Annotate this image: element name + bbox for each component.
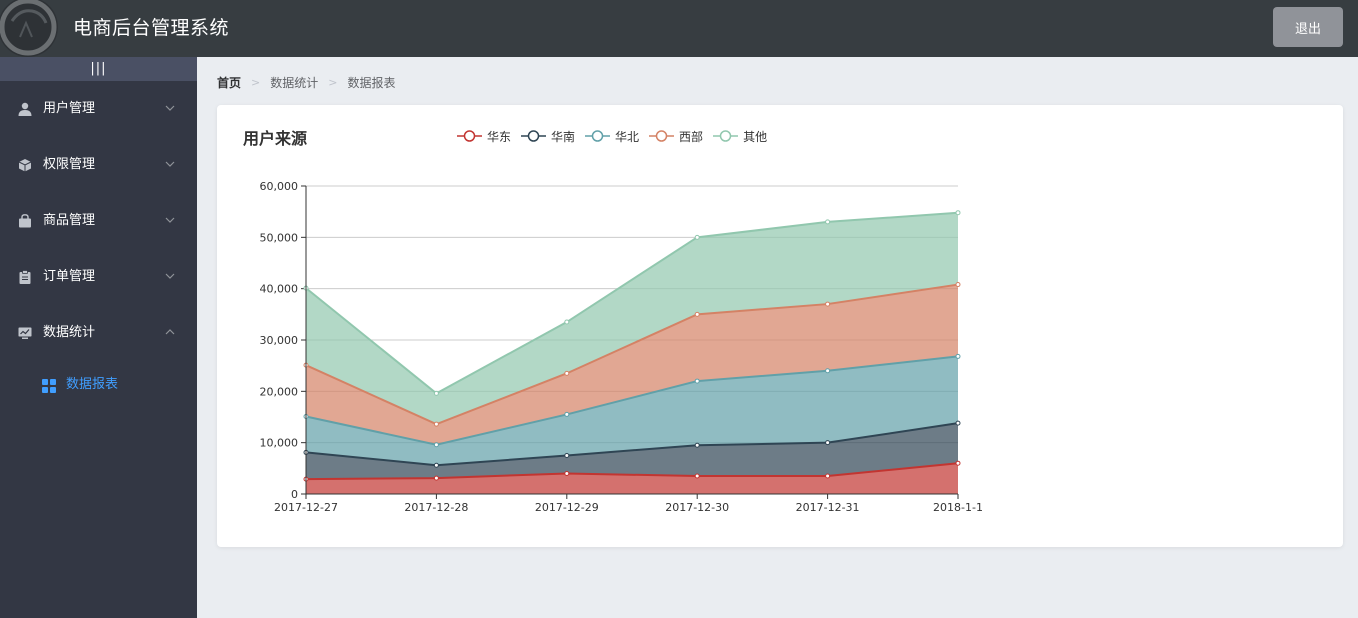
- chevron-down-icon: [165, 217, 175, 223]
- legend-item[interactable]: 西部: [649, 128, 703, 145]
- chevron-down-icon: [165, 273, 175, 279]
- user-icon: [18, 102, 32, 116]
- chevron-down-icon: [165, 161, 175, 167]
- data-point[interactable]: [955, 460, 961, 466]
- series-line-华南[interactable]: [305, 422, 959, 467]
- data-point[interactable]: [694, 311, 700, 317]
- legend-label: 华北: [615, 129, 640, 144]
- data-point[interactable]: [433, 421, 439, 427]
- sidebar-item-users[interactable]: 用户管理: [0, 81, 197, 137]
- sidebar-item-label: 用户管理: [43, 101, 96, 116]
- legend-label: 其他: [743, 129, 768, 144]
- area-其他[interactable]: [306, 212, 958, 425]
- app-title: 电商后台管理系统: [73, 17, 230, 39]
- data-point[interactable]: [694, 473, 700, 479]
- series-line-华东[interactable]: [305, 462, 959, 481]
- sidebar-item-permissions[interactable]: 权限管理: [0, 137, 197, 193]
- data-point[interactable]: [564, 453, 570, 458]
- shopping-bag-icon: [19, 214, 31, 228]
- data-point[interactable]: [433, 462, 439, 468]
- legend-marker-icon: [649, 130, 675, 142]
- data-point[interactable]: [564, 370, 570, 376]
- sidebar-item-orders[interactable]: 订单管理: [0, 249, 197, 305]
- series-line-其他[interactable]: [305, 211, 959, 395]
- sidebar-item-label: 数据统计: [43, 325, 96, 340]
- legend-item[interactable]: 华北: [585, 128, 639, 145]
- legend-label: 华南: [551, 129, 576, 144]
- breadcrumb-home[interactable]: 首页: [217, 76, 242, 90]
- area-西部[interactable]: [306, 284, 958, 445]
- data-point[interactable]: [825, 301, 831, 307]
- y-tick-label: 50,000: [260, 231, 299, 244]
- y-tick-label: 0: [291, 488, 298, 501]
- data-point[interactable]: [955, 353, 961, 359]
- breadcrumb-item: 数据统计: [270, 76, 319, 90]
- legend-marker-icon: [521, 130, 547, 142]
- x-tick-label: 2017-12-31: [796, 501, 860, 514]
- sidebar-item-label: 订单管理: [43, 269, 96, 284]
- sidebar-collapse-toggle[interactable]: |||: [0, 57, 197, 81]
- y-tick-label: 40,000: [260, 283, 299, 296]
- clipboard-icon: [19, 270, 31, 284]
- data-point[interactable]: [694, 234, 700, 240]
- legend-label: 西部: [679, 129, 704, 144]
- legend-marker-icon: [457, 130, 482, 142]
- grid-icon: [42, 379, 56, 393]
- legend-item[interactable]: 华南: [521, 128, 575, 145]
- logo: [0, 0, 58, 57]
- sidebar-subitem-data-report[interactable]: 数据报表: [0, 361, 197, 411]
- logout-button[interactable]: 退出: [1273, 7, 1343, 47]
- chevron-up-icon: [165, 329, 175, 335]
- data-point[interactable]: [825, 368, 831, 374]
- sidebar: ||| 用户管理 权限管理 商品管理: [0, 57, 197, 618]
- y-tick-label: 20,000: [260, 385, 299, 398]
- legend-item[interactable]: 其他: [713, 128, 767, 145]
- y-tick-label: 30,000: [260, 334, 299, 347]
- series-line-华北[interactable]: [305, 355, 959, 446]
- chart-legend: 华东 华南 华北 西部 其他: [457, 127, 777, 145]
- y-tick-label: 10,000: [260, 437, 299, 450]
- data-point[interactable]: [433, 442, 439, 448]
- chevron-down-icon: [165, 105, 175, 111]
- legend-marker-icon: [713, 130, 739, 142]
- top-header: 电商后台管理系统 退出: [0, 0, 1358, 57]
- data-point[interactable]: [433, 475, 439, 481]
- data-point[interactable]: [564, 470, 570, 476]
- breadcrumb-current: 数据报表: [347, 76, 396, 90]
- data-point[interactable]: [564, 411, 570, 417]
- cube-icon: [18, 159, 32, 172]
- sidebar-subitem-label: 数据报表: [66, 377, 119, 392]
- breadcrumb-separator-icon: >: [328, 76, 338, 89]
- data-point[interactable]: [955, 282, 961, 288]
- data-point[interactable]: [694, 378, 700, 384]
- sidebar-item-goods[interactable]: 商品管理: [0, 193, 197, 249]
- legend-label: 华东: [487, 129, 512, 144]
- x-tick-label: 2017-12-27: [274, 501, 338, 514]
- legend-marker-icon: [585, 130, 611, 142]
- area-华东[interactable]: [306, 463, 958, 494]
- x-tick-label: 2017-12-29: [535, 501, 599, 514]
- data-point[interactable]: [433, 390, 439, 396]
- breadcrumb: 首页 > 数据统计 > 数据报表: [217, 74, 395, 92]
- legend-item[interactable]: 华东: [457, 128, 511, 145]
- sidebar-item-reports[interactable]: 数据统计: [0, 305, 197, 361]
- x-tick-label: 2017-12-30: [665, 501, 729, 514]
- chart-title: 用户来源: [243, 129, 308, 148]
- sidebar-item-label: 权限管理: [43, 157, 96, 172]
- x-tick-label: 2017-12-28: [404, 501, 468, 514]
- data-point[interactable]: [825, 473, 831, 479]
- x-tick-label: 2018-1-1: [933, 501, 983, 514]
- sidebar-item-label: 商品管理: [43, 213, 96, 228]
- data-point[interactable]: [825, 219, 831, 225]
- monitor-chart-icon: [18, 327, 32, 339]
- series-line-西部[interactable]: [305, 283, 959, 426]
- data-point[interactable]: [825, 440, 831, 446]
- y-tick-label: 60,000: [260, 180, 299, 193]
- data-point[interactable]: [955, 210, 961, 216]
- data-point[interactable]: [955, 420, 961, 426]
- data-point[interactable]: [564, 319, 570, 325]
- breadcrumb-separator-icon: >: [251, 76, 261, 89]
- data-point[interactable]: [694, 442, 700, 448]
